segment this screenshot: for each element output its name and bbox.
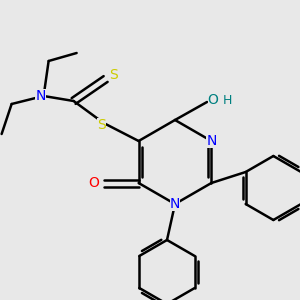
Text: O: O	[88, 176, 99, 190]
Text: S: S	[109, 68, 118, 82]
Text: N: N	[170, 197, 180, 211]
Text: H: H	[222, 94, 232, 106]
Text: O: O	[208, 93, 218, 107]
Text: N: N	[206, 134, 217, 148]
Text: S: S	[97, 118, 106, 132]
Text: N: N	[35, 89, 46, 103]
